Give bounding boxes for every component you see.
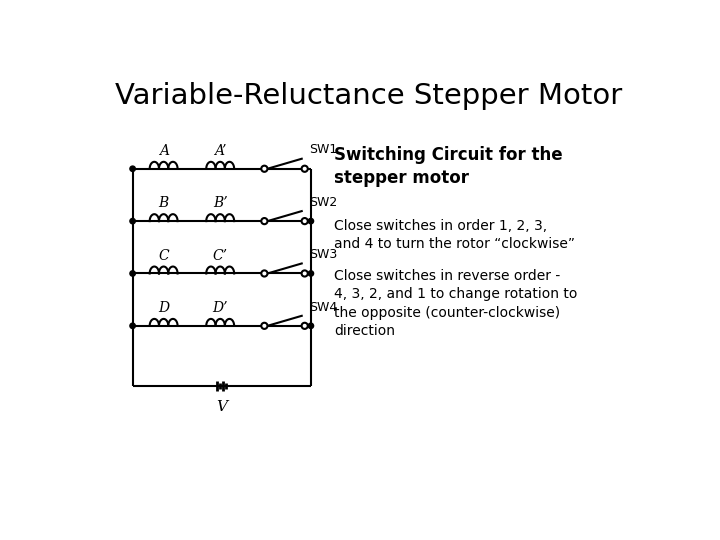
Text: Close switches in reverse order -
4, 3, 2, and 1 to change rotation to
the oppos: Close switches in reverse order - 4, 3, …: [334, 269, 577, 338]
Text: B’: B’: [213, 197, 228, 211]
Text: Close switches in order 1, 2, 3,
and 4 to turn the rotor “clockwise”: Close switches in order 1, 2, 3, and 4 t…: [334, 219, 575, 251]
Circle shape: [302, 323, 307, 329]
Text: SW4: SW4: [310, 300, 338, 314]
Circle shape: [130, 323, 135, 328]
Circle shape: [302, 271, 307, 276]
Circle shape: [308, 271, 314, 276]
Text: D’: D’: [212, 301, 228, 315]
Text: SW2: SW2: [310, 196, 338, 209]
Text: A’: A’: [214, 144, 226, 158]
Text: B: B: [158, 197, 168, 211]
Circle shape: [308, 218, 314, 224]
Text: SW1: SW1: [310, 144, 338, 157]
Text: Variable-Reluctance Stepper Motor: Variable-Reluctance Stepper Motor: [115, 82, 623, 110]
Circle shape: [302, 218, 307, 224]
Text: A: A: [158, 144, 168, 158]
Circle shape: [302, 166, 307, 172]
Circle shape: [261, 323, 267, 329]
Text: V: V: [216, 400, 228, 414]
Circle shape: [130, 271, 135, 276]
Circle shape: [261, 166, 267, 172]
Circle shape: [261, 271, 267, 276]
Circle shape: [308, 323, 314, 328]
Text: Switching Circuit for the
stepper motor: Switching Circuit for the stepper motor: [334, 146, 563, 187]
Text: D: D: [158, 301, 169, 315]
Text: C: C: [158, 249, 169, 262]
Circle shape: [261, 218, 267, 224]
Text: SW3: SW3: [310, 248, 338, 261]
Text: C’: C’: [212, 249, 228, 262]
Circle shape: [130, 218, 135, 224]
Circle shape: [130, 166, 135, 171]
